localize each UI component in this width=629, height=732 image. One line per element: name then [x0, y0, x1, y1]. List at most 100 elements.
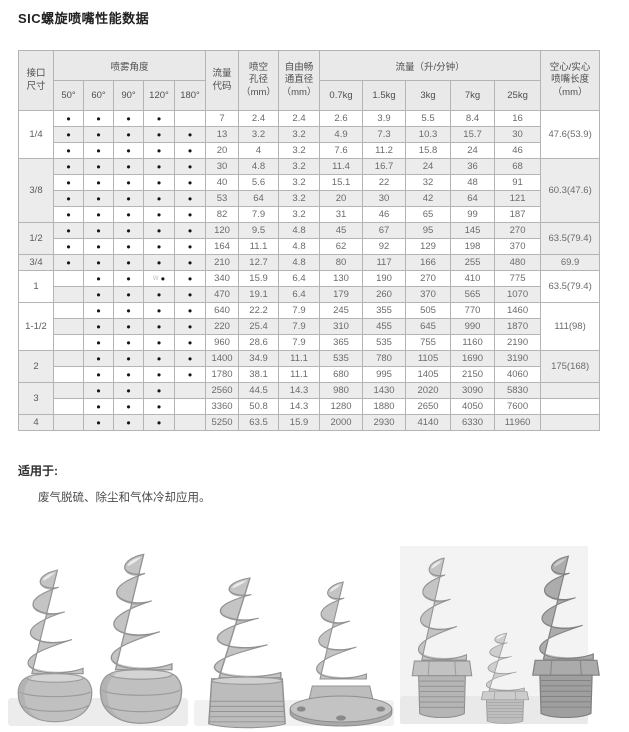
- cell-angle-dot: ●: [143, 350, 175, 367]
- cell-flow: 2.6: [319, 110, 364, 127]
- cell-angle-dot: ●: [113, 158, 144, 175]
- cell-flow-code: 220: [205, 318, 240, 335]
- cell-flow: 64: [450, 190, 496, 207]
- header-free-passage: 自由畅 通直径 （mm）: [278, 50, 321, 111]
- cell-angle-dot: ●: [83, 174, 114, 191]
- cell-free-passage: 3.2: [278, 206, 321, 223]
- table-row: ● ● ● ● 960 28.6 7.9 365 535 755 1160 2190: [19, 334, 600, 351]
- cell-flow: 1870: [494, 318, 542, 335]
- cell-orifice: 11.1: [238, 238, 280, 255]
- cell-nozzle-length: [540, 414, 601, 431]
- cell-angle-dot: ●: [173, 126, 207, 143]
- cell-angle-dot: ●: [143, 190, 175, 207]
- spiral-nozzle-photo-male-thread-small: [480, 632, 530, 724]
- cell-flow: 770: [450, 302, 496, 319]
- cell-orifice: 12.7: [238, 254, 280, 271]
- cell-orifice: 25.4: [238, 318, 280, 335]
- cell-flow-code: 30: [205, 158, 240, 175]
- cell-angle-dot: ●: [83, 382, 114, 399]
- cell-angle-dot: ●: [113, 206, 144, 223]
- cell-angle-dot: ●: [173, 270, 207, 287]
- cell-flow: 1880: [362, 398, 407, 415]
- cell-flow: 995: [362, 366, 407, 383]
- cell-angle-dot: ●: [83, 334, 114, 351]
- cell-flow: 65: [405, 206, 452, 223]
- cell-angle-dot: ●: [83, 222, 114, 239]
- cell-flow: 565: [450, 286, 496, 303]
- cell-flow: 505: [405, 302, 452, 319]
- cell-orifice: 44.5: [238, 382, 280, 399]
- cell-angle-dot: ●: [83, 110, 114, 127]
- cell-free-passage: 3.2: [278, 158, 321, 175]
- cell-angle-dot: [173, 398, 207, 415]
- cell-flow: 11960: [494, 414, 542, 431]
- cell-free-passage: 15.9: [278, 414, 321, 431]
- cell-angle-dot: ●: [83, 302, 114, 319]
- cell-flow: 16.7: [362, 158, 407, 175]
- cell-flow-code: 1400: [205, 350, 240, 367]
- cell-flow: 10.3: [405, 126, 452, 143]
- cell-flow: 20: [319, 190, 364, 207]
- cell-interface-size: 4: [18, 414, 54, 431]
- cell-flow: 190: [362, 270, 407, 287]
- cell-orifice: 22.2: [238, 302, 280, 319]
- cell-angle-dot: ●: [53, 142, 84, 159]
- cell-flow: 2650: [405, 398, 452, 415]
- table-row: 1/2 ● ● ● ● ● 120 9.5 4.8 45 67 95 145 270 63.5(79.4): [18, 222, 601, 255]
- cell-angle-dot: ●: [53, 206, 84, 223]
- cell-nozzle-length: [540, 398, 601, 415]
- cell-flow-code: 164: [205, 238, 240, 255]
- cell-flow: 270: [494, 222, 542, 239]
- cell-orifice: 2.4: [238, 110, 280, 127]
- cell-angle-dot: ●: [113, 174, 144, 191]
- cell-free-passage: 3.2: [278, 126, 321, 143]
- cell-angle-dot: ●: [143, 382, 175, 399]
- cell-flow: 31: [319, 206, 364, 223]
- performance-table: 接口 尺寸 喷雾角度 流量 代码 喷空 孔径 （mm） 自由畅 通直径 （mm） 流量（升/…: [18, 50, 601, 431]
- cell-flow: 46: [362, 206, 407, 223]
- cell-flow: 1070: [494, 286, 542, 303]
- cell-flow: 22: [362, 174, 407, 191]
- header-orifice-diameter: 喷空 孔径 （mm）: [238, 50, 280, 111]
- cell-angle-dot: ●: [53, 190, 84, 207]
- cell-orifice: 34.9: [238, 350, 280, 367]
- cell-flow: 99: [450, 206, 496, 223]
- cell-angle-dot: [53, 414, 84, 431]
- cell-flow: 46: [494, 142, 542, 159]
- table-row: ● ● ● ● 470 19.1 6.4 179 260 370 565 1070: [19, 286, 600, 303]
- cell-free-passage: 14.3: [278, 398, 321, 415]
- cell-interface-size: 2: [18, 350, 54, 383]
- cell-flow: 645: [405, 318, 452, 335]
- cell-flow: 370: [405, 286, 452, 303]
- cell-free-passage: 14.3: [278, 382, 321, 399]
- cell-angle-dot: ●: [173, 190, 207, 207]
- cell-flow-code: 5250: [205, 414, 240, 431]
- cell-orifice: 63.5: [238, 414, 280, 431]
- header-pressure-15kg: 1.5kg: [362, 80, 407, 111]
- cell-angle-dot: ●: [143, 158, 175, 175]
- cell-angle-dot: ●: [113, 254, 144, 271]
- table-row: 3/4 ● ● ● ● ● 210 12.7 4.8 80 117 166 255 480 69.9: [18, 254, 601, 271]
- cell-flow: 260: [362, 286, 407, 303]
- cell-flow: 7.3: [362, 126, 407, 143]
- cell-flow: 7600: [494, 398, 542, 415]
- cell-angle-dot: ●: [173, 366, 207, 383]
- cell-angle-dot: ●: [143, 110, 175, 127]
- cell-angle-dot: ●: [113, 382, 144, 399]
- header-pressure-3kg: 3kg: [405, 80, 452, 111]
- cell-orifice: 9.5: [238, 222, 280, 239]
- header-line: 空心/实心: [549, 61, 591, 73]
- header-line: 自由畅: [284, 61, 314, 73]
- cell-angle-dot: ●: [113, 126, 144, 143]
- cell-angle-dot: ●: [83, 190, 114, 207]
- cell-flow-code: 2560: [205, 382, 240, 399]
- cell-flow: 15.8: [405, 142, 452, 159]
- cell-angle-dot: ●: [83, 238, 114, 255]
- cell-flow: 187: [494, 206, 542, 223]
- cell-angle-dot: ●: [53, 110, 84, 127]
- cell-flow: 410: [450, 270, 496, 287]
- cell-flow: 24: [450, 142, 496, 159]
- cell-orifice: 64: [238, 190, 280, 207]
- page-title: SIC螺旋喷嘴性能数据: [18, 11, 150, 26]
- cell-angle-dot: ●: [113, 398, 144, 415]
